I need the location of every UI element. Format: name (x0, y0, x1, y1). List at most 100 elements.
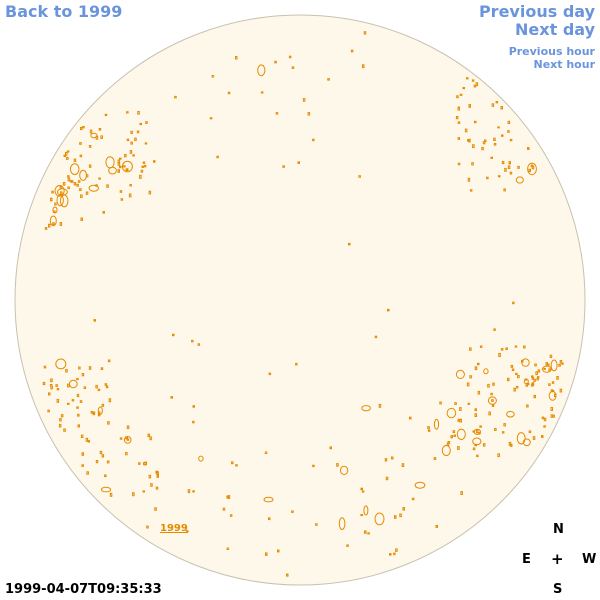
contour-mark (457, 162, 461, 166)
contour-mark (222, 507, 226, 511)
contour-mark (297, 161, 300, 164)
contour-mark (472, 430, 475, 433)
contour-mark (474, 408, 477, 412)
contour-mark (192, 490, 195, 493)
contour-mark (88, 145, 92, 148)
contour-mark (288, 55, 292, 59)
contour-mark (174, 95, 177, 99)
contour-mark (144, 461, 147, 466)
contour-mark (274, 60, 277, 64)
contour-mark (307, 112, 311, 116)
contour-mark (59, 418, 62, 422)
contour-mark (517, 165, 520, 169)
contour-mark (477, 390, 481, 395)
contour-mark (54, 202, 57, 206)
contour-mark (123, 165, 126, 168)
contour-mark (226, 495, 229, 499)
contour-mark (129, 184, 132, 187)
contour-mark (457, 446, 460, 450)
contour-mark (507, 165, 511, 169)
contour-mark (551, 381, 555, 384)
contour-mark (77, 413, 80, 417)
contour-mark (49, 215, 57, 227)
contour-mark (491, 399, 494, 402)
contour-mark (56, 398, 60, 403)
contour-mark (450, 435, 453, 439)
contour-mark (264, 451, 268, 454)
contour-mark (531, 377, 535, 380)
contour-mark (487, 383, 490, 388)
contour-mark (54, 185, 65, 197)
contour-mark (531, 382, 535, 386)
contour-mark (291, 66, 295, 69)
contour-mark (143, 164, 147, 168)
previous-day-link[interactable]: Previous day (478, 2, 595, 21)
year-link[interactable]: 1999 (160, 523, 188, 534)
contour-mark (153, 160, 156, 163)
contour-mark (521, 358, 530, 367)
contour-mark (277, 549, 280, 553)
contour-mark (87, 440, 90, 443)
contour-mark (109, 492, 113, 497)
contour-mark (76, 183, 79, 187)
contour-mark (478, 431, 481, 435)
contour-mark (559, 388, 563, 393)
contour-mark (454, 402, 457, 405)
contour-mark (508, 441, 512, 446)
contour-mark (389, 553, 392, 556)
observation-timestamp: 1999-04-07T09:35:33 (5, 582, 162, 597)
contour-mark (472, 144, 475, 149)
contour-mark (235, 464, 238, 467)
contour-mark (69, 180, 73, 183)
contour-mark (513, 387, 516, 392)
contour-mark (486, 176, 489, 180)
next-day-link[interactable]: Next day (515, 20, 595, 39)
contour-mark (98, 128, 102, 131)
contour-mark (401, 463, 405, 468)
contour-mark (497, 453, 500, 458)
contour-mark (456, 428, 466, 440)
contour-mark (62, 182, 66, 186)
contour-mark (44, 227, 48, 230)
contour-mark (268, 372, 272, 376)
back-to-year-link[interactable]: Back to 1999 (5, 2, 123, 21)
contour-mark (59, 222, 63, 226)
contour-mark (119, 157, 122, 160)
contour-mark (523, 345, 526, 349)
contour-mark (51, 190, 54, 194)
contour-mark (93, 319, 96, 322)
contour-mark (363, 505, 369, 516)
contour-mark (453, 434, 456, 437)
contour-mark (532, 436, 536, 440)
contour-mark (88, 184, 100, 192)
contour-mark (558, 363, 561, 367)
contour-mark (146, 525, 149, 529)
contour-mark (104, 113, 108, 117)
contour-mark (537, 369, 541, 373)
contour-mark (67, 402, 70, 405)
contour-mark (55, 384, 58, 387)
contour-mark (507, 377, 510, 382)
contour-mark (76, 378, 79, 381)
contour-mark (541, 365, 552, 373)
contour-mark (391, 456, 394, 460)
contour-mark (491, 404, 495, 407)
contour-mark (60, 414, 64, 418)
contour-mark (275, 112, 279, 115)
contour-mark (433, 418, 440, 430)
contour-mark (535, 371, 538, 376)
contour-mark (548, 383, 551, 386)
contour-mark (474, 366, 478, 371)
contour-mark (466, 77, 469, 80)
contour-mark (126, 111, 129, 114)
contour-mark (536, 376, 540, 379)
previous-hour-link[interactable]: Previous hour (508, 45, 595, 58)
contour-mark (197, 343, 201, 346)
contour-mark (402, 507, 405, 511)
contour-mark (50, 378, 53, 383)
contour-mark (123, 436, 132, 444)
contour-mark (198, 455, 204, 462)
contour-mark (63, 154, 66, 157)
contour-mark (526, 404, 529, 408)
next-hour-link[interactable]: Next hour (533, 58, 596, 71)
